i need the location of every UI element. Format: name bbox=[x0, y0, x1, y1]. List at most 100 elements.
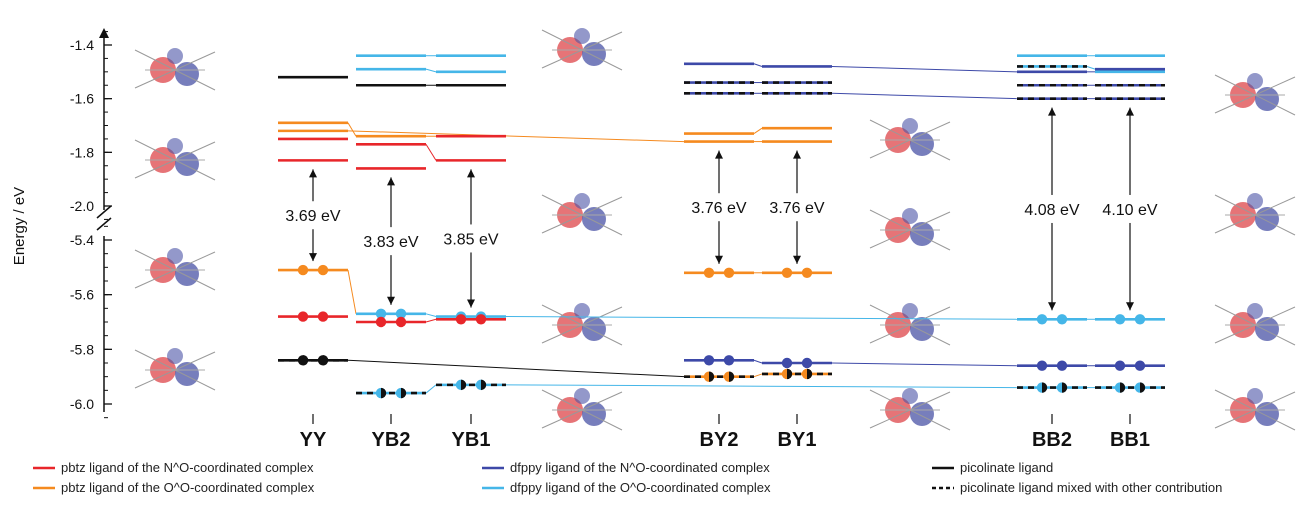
complex-yb2: 3.83 eV YB2 bbox=[363, 234, 418, 451]
gap-energy-label: 3.85 eV bbox=[443, 231, 498, 248]
complex-name-label: YB2 bbox=[372, 429, 411, 451]
electron-dot bbox=[1114, 360, 1126, 371]
gap-arrow-head bbox=[793, 150, 801, 159]
electron-dot-half bbox=[1140, 382, 1146, 393]
orbital-lobe-blue bbox=[1255, 317, 1279, 341]
orbital-lobe-blue bbox=[1247, 193, 1263, 209]
electron-dot bbox=[297, 311, 309, 322]
electron-dot bbox=[723, 355, 735, 366]
orbital-lobe-blue bbox=[582, 207, 606, 231]
level-connector bbox=[425, 384, 437, 394]
gap-energy-label: 4.10 eV bbox=[1102, 202, 1157, 219]
y-tick-label: -6.0 bbox=[70, 396, 94, 412]
electron-dot bbox=[1056, 360, 1068, 371]
orbital-lobe-blue bbox=[175, 362, 199, 386]
gap-arrow-head bbox=[715, 255, 723, 264]
level-connector bbox=[753, 359, 763, 364]
orbital-lobe-blue bbox=[910, 402, 934, 426]
gap-energy-label: 3.76 eV bbox=[769, 200, 824, 217]
orbital-lobe-blue bbox=[574, 388, 590, 404]
gap-arrow-head bbox=[715, 150, 723, 159]
gap-arrow-head bbox=[1048, 107, 1056, 116]
electron-dot bbox=[475, 314, 487, 325]
legend-entry: picolinate ligand mixed with other contr… bbox=[932, 480, 1222, 495]
electron-dot bbox=[375, 308, 387, 319]
electron-dot bbox=[375, 316, 387, 328]
y-tick-label: -5.8 bbox=[70, 341, 94, 357]
orbital-lobe-blue bbox=[582, 317, 606, 341]
level-connector bbox=[347, 130, 685, 143]
level-connector bbox=[347, 269, 357, 314]
electron-dot-half bbox=[807, 368, 813, 380]
electron-dot-half bbox=[729, 371, 735, 382]
electron-dot bbox=[801, 357, 813, 369]
orbital-lobe-blue bbox=[1247, 388, 1263, 404]
gap-arrow-head bbox=[1126, 302, 1134, 311]
orbital-lobe-blue bbox=[1255, 402, 1279, 426]
orbital-lobe-blue bbox=[902, 388, 918, 404]
gap-arrow-head bbox=[1048, 302, 1056, 311]
orbital-lobe-blue bbox=[175, 62, 199, 86]
molecular-orbital-image bbox=[541, 28, 623, 71]
orbital-lobe-blue bbox=[1255, 207, 1279, 231]
orbital-lobe-blue bbox=[910, 222, 934, 246]
orbital-lobe-blue bbox=[910, 317, 934, 341]
electron-dot bbox=[317, 311, 329, 322]
complex-name-label: YY bbox=[300, 429, 327, 451]
molecular-orbital-image bbox=[1214, 73, 1296, 116]
orbital-lobe-blue bbox=[902, 208, 918, 224]
electron-dot bbox=[1134, 360, 1146, 371]
electron-dot-half bbox=[709, 371, 715, 382]
electron-dot bbox=[801, 267, 813, 278]
electron-dot bbox=[703, 267, 715, 278]
axis-break-mark bbox=[96, 217, 112, 231]
legend-label: dfppy ligand of the N^O-coordinated comp… bbox=[510, 460, 770, 475]
level-connector bbox=[505, 316, 1018, 320]
complex-bb2: 4.08 eV BB2 bbox=[1024, 202, 1079, 451]
legend-entry: dfppy ligand of the N^O-coordinated comp… bbox=[482, 460, 770, 475]
orbital-lobe-blue bbox=[574, 303, 590, 319]
molecular-orbital-image bbox=[134, 48, 216, 91]
electron-dot bbox=[723, 267, 735, 278]
gap-arrow-head bbox=[387, 177, 395, 186]
gap-arrow-head bbox=[467, 169, 475, 178]
level-connector bbox=[425, 313, 437, 318]
axis-break-mark bbox=[96, 205, 112, 219]
orbital-lobe-blue bbox=[167, 138, 183, 154]
molecular-orbital-image bbox=[869, 303, 951, 346]
complex-name-label: BY2 bbox=[700, 429, 739, 451]
orbital-lobe-blue bbox=[167, 348, 183, 364]
legend-entry: pbtz ligand of the N^O-coordinated compl… bbox=[33, 460, 314, 475]
electron-dot bbox=[703, 355, 715, 366]
legend-label: pbtz ligand of the N^O-coordinated compl… bbox=[61, 460, 314, 475]
complex-by1: 3.76 eV BY1 bbox=[769, 200, 824, 451]
legend-label: pbtz ligand of the O^O-coordinated compl… bbox=[61, 480, 315, 495]
electron-dot bbox=[781, 357, 793, 369]
orbital-lobe-blue bbox=[1247, 73, 1263, 89]
level-connector bbox=[831, 362, 1018, 367]
orbital-lobe-blue bbox=[167, 48, 183, 64]
gap-arrow-head bbox=[309, 253, 317, 262]
level-connector bbox=[425, 68, 437, 73]
gap-energy-label: 4.08 eV bbox=[1024, 202, 1079, 219]
level-connector bbox=[505, 384, 1018, 389]
level-connector bbox=[347, 122, 357, 137]
electron-dot-half bbox=[461, 379, 467, 391]
level-connector bbox=[831, 92, 1018, 100]
orbital-lobe-blue bbox=[175, 262, 199, 286]
y-axis-arrow bbox=[99, 28, 109, 38]
y-tick-label: -2.0 bbox=[70, 198, 94, 214]
electron-dot bbox=[1134, 314, 1146, 325]
gap-arrow-head bbox=[387, 296, 395, 305]
molecular-orbital-image bbox=[134, 138, 216, 181]
gap-arrow-head bbox=[467, 299, 475, 308]
legend-label: picolinate ligand mixed with other contr… bbox=[960, 480, 1222, 495]
electron-dot bbox=[1036, 360, 1048, 371]
gap-arrow-head bbox=[793, 255, 801, 264]
legend-entry: dfppy ligand of the O^O-coordinated comp… bbox=[482, 480, 771, 495]
electron-dot bbox=[1114, 314, 1126, 325]
complex-bb1: 4.10 eV BB1 bbox=[1102, 202, 1157, 451]
electron-dot bbox=[455, 314, 467, 325]
